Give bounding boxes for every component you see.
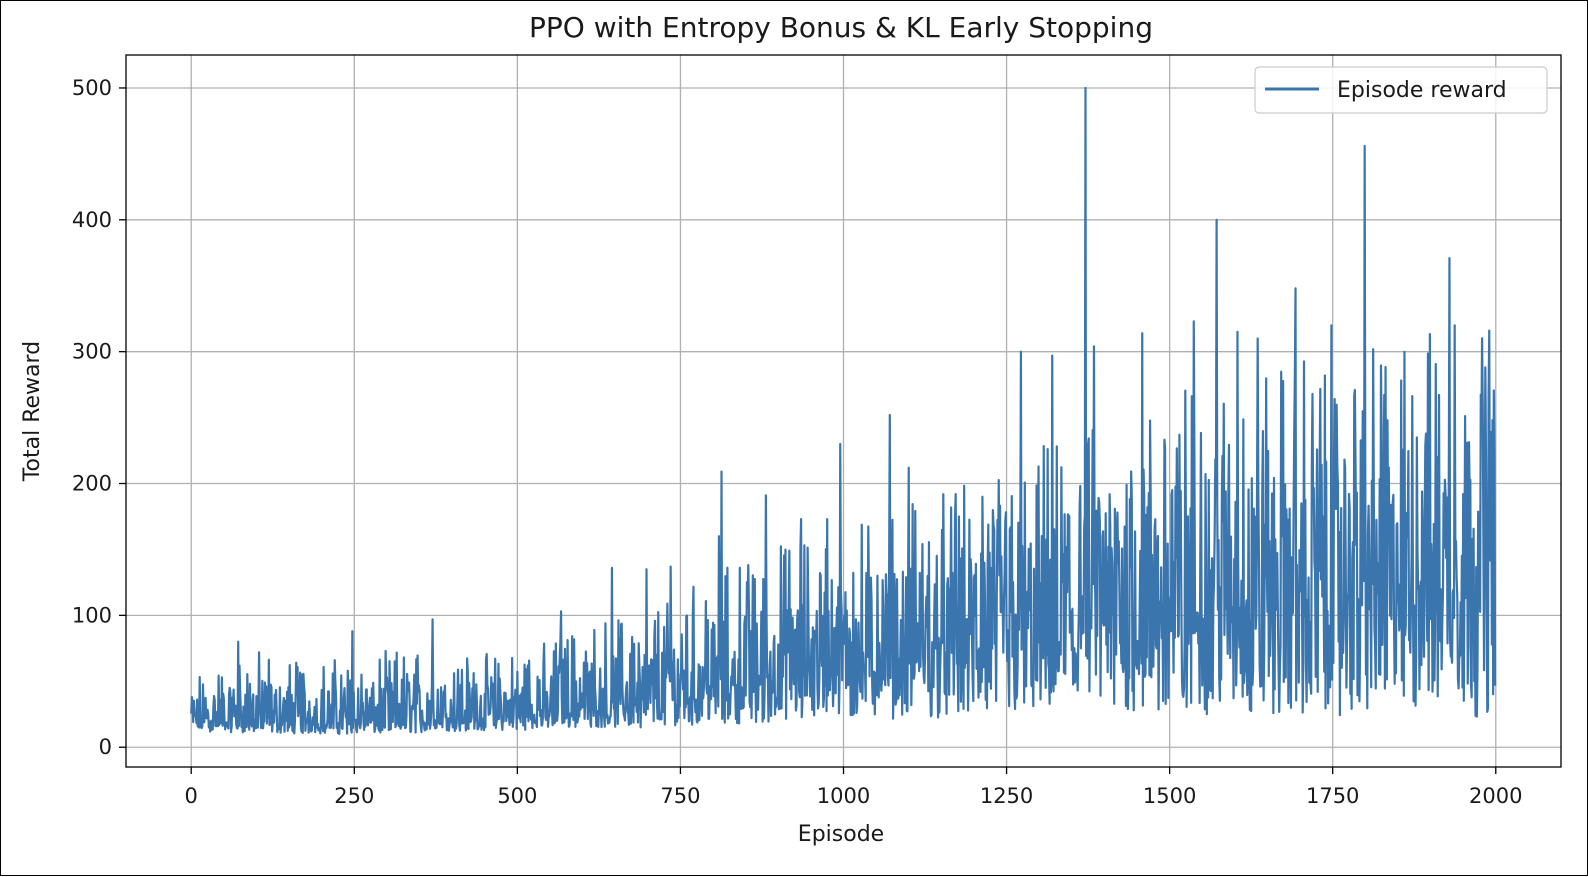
legend: Episode reward [1254,66,1548,114]
x-tick-label: 2000 [1469,784,1522,808]
legend-label-episode-reward: Episode reward [1337,78,1507,103]
series-layer [190,86,1497,736]
legend-box [1254,66,1548,114]
grid-lines [126,55,1561,767]
x-tick-label: 1750 [1306,784,1359,808]
y-axis-label: Total Reward [20,341,45,482]
x-tick-label: 1000 [817,784,870,808]
chart-title: PPO with Entropy Bonus & KL Early Stoppi… [529,11,1153,44]
y-tick-label: 100 [72,603,112,627]
x-tick-label: 250 [334,784,374,808]
y-tick-label: 300 [72,340,112,364]
x-axis-ticks: 0 250 500 750 1000 1250 1500 1750 2000 [185,767,1522,808]
x-tick-label: 500 [497,784,537,808]
series-line-episode-reward [190,86,1497,736]
y-axis-ticks: 0 100 200 300 400 500 [72,76,126,759]
y-tick-label: 0 [99,735,112,759]
x-tick-label: 1500 [1143,784,1196,808]
x-tick-label: 0 [185,784,198,808]
y-tick-label: 200 [72,472,112,496]
x-tick-label: 750 [660,784,700,808]
x-axis-label: Episode [798,822,884,847]
y-tick-label: 400 [72,208,112,232]
y-tick-label: 500 [72,76,112,100]
x-tick-label: 1250 [980,784,1033,808]
